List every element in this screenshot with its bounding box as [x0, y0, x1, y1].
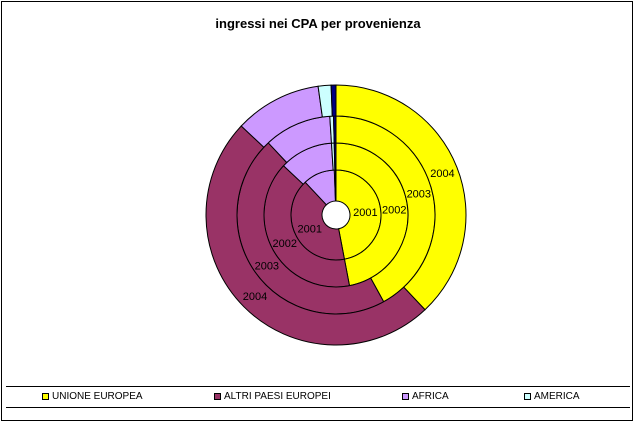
legend-item-africa: AFRICA: [402, 391, 449, 402]
legend-label: ALTRI PAESI EUROPEI: [224, 391, 331, 402]
ring-label-2003-altri-paesi-europei: 2003: [255, 260, 279, 272]
ring-label-2004-unione-europea: 2004: [430, 168, 454, 180]
slice-2004-altro: [330, 84, 337, 117]
slice-2003-altro: [332, 115, 337, 144]
ring-label-2001-altri-paesi-europei: 2001: [297, 223, 321, 235]
legend-swatch-unione-europea: [42, 393, 49, 400]
slice-2002-altro: [333, 142, 337, 171]
legend-label: AFRICA: [412, 391, 449, 402]
ring-label-2001-unione-europea: 2001: [353, 207, 377, 219]
legend-item-america: AMERICA: [524, 391, 580, 402]
ring-label-2004-altri-paesi-europei: 2004: [243, 291, 267, 303]
slice-2001-altro: [334, 169, 337, 202]
legend-swatch-africa: [402, 393, 409, 400]
ring-label-2003-unione-europea: 2003: [407, 189, 431, 201]
ring-label-2002-unione-europea: 2002: [382, 204, 406, 216]
legend-item-unione-europea: UNIONE EUROPEA: [42, 391, 143, 402]
chart-legend: UNIONE EUROPEA ALTRI PAESI EUROPEI AFRIC…: [6, 386, 630, 408]
legend-swatch-altri-paesi-europei: [214, 393, 221, 400]
legend-label: UNIONE EUROPEA: [52, 391, 143, 402]
legend-item-altri-paesi-europei: ALTRI PAESI EUROPEI: [214, 391, 331, 402]
slice-2004-altri-paesi-europei: [205, 125, 426, 346]
legend-swatch-america: [524, 393, 531, 400]
ring-label-2002-altri-paesi-europei: 2002: [272, 238, 296, 250]
chart-title: ingressi nei CPA per provenienza: [215, 16, 421, 31]
legend-label: AMERICA: [534, 391, 580, 402]
